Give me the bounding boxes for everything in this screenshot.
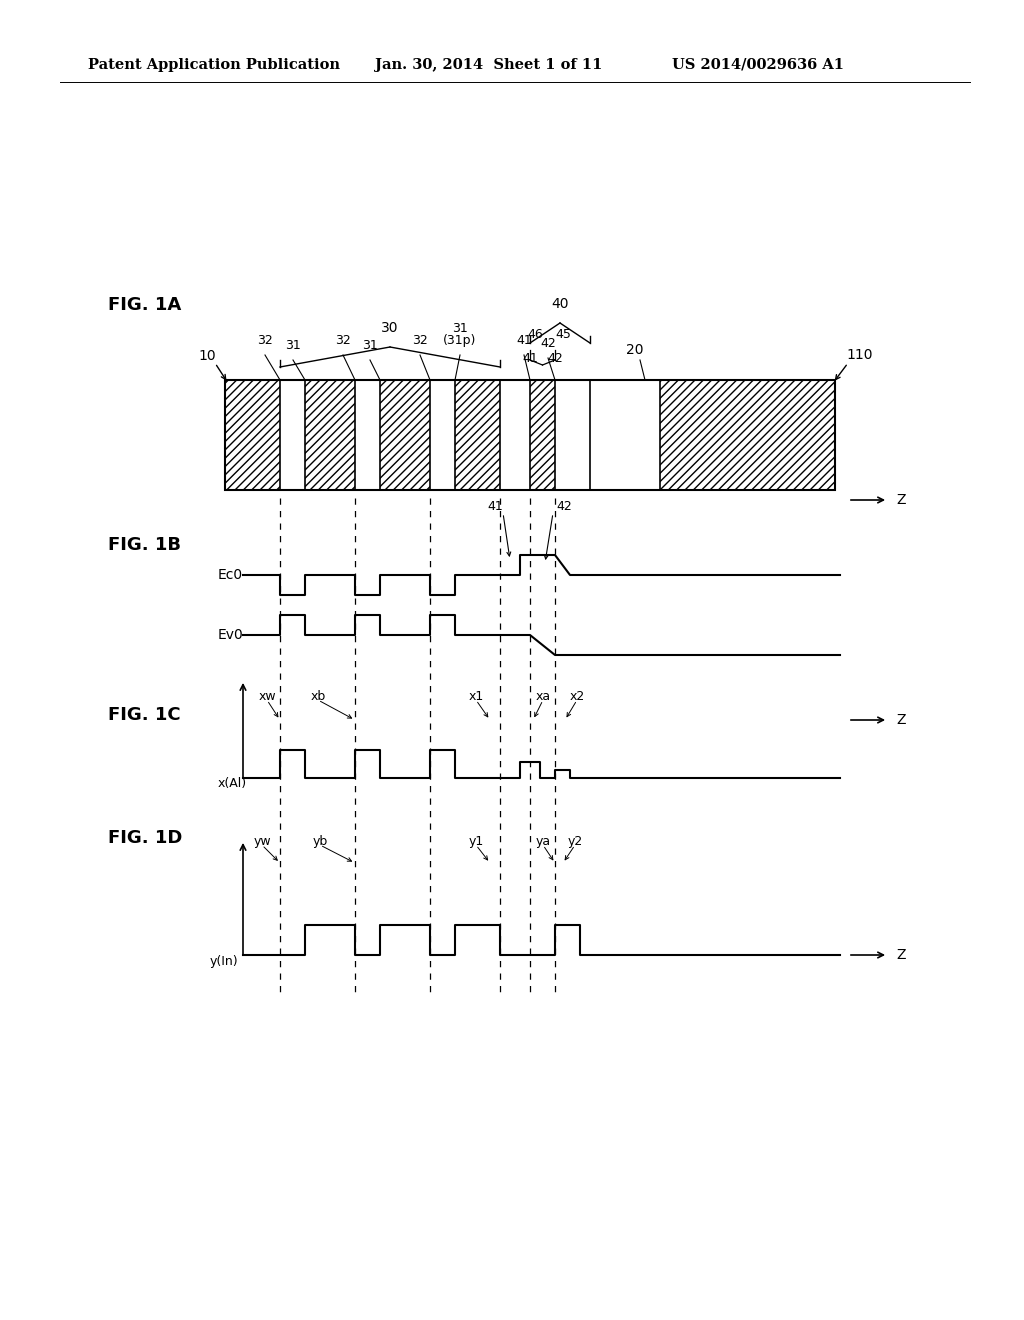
Text: 30: 30 bbox=[381, 321, 398, 335]
Bar bbox=[530, 380, 555, 490]
Text: Z: Z bbox=[896, 948, 905, 962]
Text: Ec0: Ec0 bbox=[218, 568, 243, 582]
Text: 42: 42 bbox=[540, 337, 556, 350]
Bar bbox=[455, 380, 500, 490]
Text: FIG. 1D: FIG. 1D bbox=[108, 829, 182, 847]
Bar bbox=[430, 380, 455, 490]
Bar bbox=[590, 380, 660, 490]
Bar bbox=[355, 380, 380, 490]
Text: FIG. 1C: FIG. 1C bbox=[108, 706, 180, 723]
Bar bbox=[555, 380, 590, 490]
Text: 31
(31p): 31 (31p) bbox=[443, 322, 477, 347]
Text: 41: 41 bbox=[516, 334, 531, 347]
Bar bbox=[305, 380, 355, 490]
Text: y2: y2 bbox=[567, 836, 583, 847]
Bar bbox=[280, 380, 305, 490]
Text: x(Al): x(Al) bbox=[218, 777, 247, 791]
Text: Z: Z bbox=[896, 492, 905, 507]
Text: 46: 46 bbox=[527, 329, 543, 342]
Text: 32: 32 bbox=[335, 334, 351, 347]
Text: 32: 32 bbox=[257, 334, 272, 347]
Text: xa: xa bbox=[536, 690, 551, 704]
Text: 110: 110 bbox=[847, 348, 873, 362]
Text: 31: 31 bbox=[362, 339, 378, 352]
Text: US 2014/0029636 A1: US 2014/0029636 A1 bbox=[672, 58, 844, 73]
Text: 20: 20 bbox=[627, 343, 644, 356]
Text: 42: 42 bbox=[556, 500, 571, 513]
Text: Ev0: Ev0 bbox=[218, 628, 244, 642]
Text: Jan. 30, 2014  Sheet 1 of 11: Jan. 30, 2014 Sheet 1 of 11 bbox=[375, 58, 602, 73]
Bar bbox=[225, 380, 280, 490]
Text: ya: ya bbox=[536, 836, 551, 847]
Text: xw: xw bbox=[258, 690, 275, 704]
Bar bbox=[380, 380, 430, 490]
Text: x2: x2 bbox=[569, 690, 585, 704]
Text: 31: 31 bbox=[285, 339, 301, 352]
Text: FIG. 1B: FIG. 1B bbox=[108, 536, 181, 554]
Text: y1: y1 bbox=[468, 836, 483, 847]
Text: 40: 40 bbox=[551, 297, 568, 312]
Text: FIG. 1A: FIG. 1A bbox=[108, 296, 181, 314]
Bar bbox=[225, 380, 835, 490]
Text: yb: yb bbox=[312, 836, 328, 847]
Text: Patent Application Publication: Patent Application Publication bbox=[88, 58, 340, 73]
Text: 42: 42 bbox=[547, 351, 563, 364]
Text: 41: 41 bbox=[522, 351, 538, 364]
Text: 45: 45 bbox=[555, 329, 571, 342]
Text: y(In): y(In) bbox=[210, 956, 239, 969]
Text: 41: 41 bbox=[487, 500, 503, 513]
Text: yw: yw bbox=[253, 836, 270, 847]
Text: x1: x1 bbox=[468, 690, 483, 704]
Text: 10: 10 bbox=[199, 348, 216, 363]
Text: 32: 32 bbox=[412, 334, 428, 347]
Bar bbox=[660, 380, 835, 490]
Text: xb: xb bbox=[310, 690, 326, 704]
Text: Z: Z bbox=[896, 713, 905, 727]
Bar bbox=[500, 380, 530, 490]
